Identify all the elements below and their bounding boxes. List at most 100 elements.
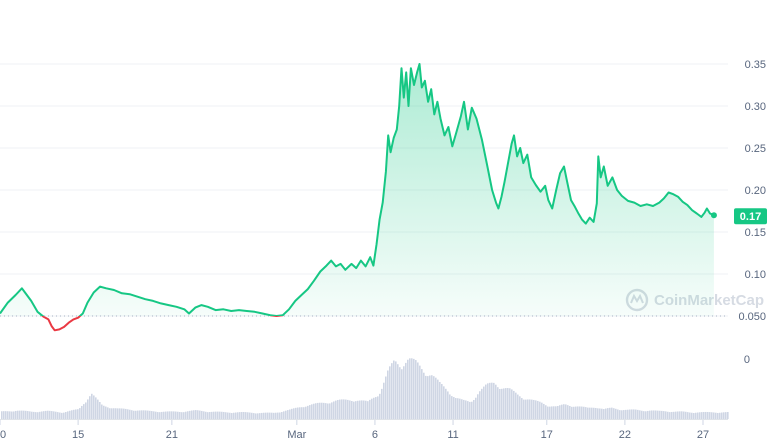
volume-bar [605, 408, 607, 419]
volume-bar [169, 411, 171, 419]
volume-bar [611, 407, 613, 419]
volume-bar [565, 404, 567, 419]
volume-bar [89, 396, 91, 419]
volume-bar [623, 410, 625, 419]
volume-bar [491, 382, 493, 419]
volume-bar [439, 381, 441, 419]
volume-bar [535, 400, 537, 419]
volume-bar [651, 410, 653, 419]
volume-bar [295, 407, 297, 419]
volume-bar [505, 388, 507, 419]
volume-bar [447, 391, 449, 419]
volume-bar [285, 410, 287, 419]
volume-bar [73, 409, 75, 419]
volume-bar [65, 411, 67, 419]
volume-bar [425, 375, 427, 419]
volume-bar [483, 386, 485, 419]
volume-bar [283, 411, 285, 419]
volume-bar [21, 410, 23, 419]
volume-bar [581, 406, 583, 419]
volume-bar [115, 408, 117, 419]
volume-bar [145, 410, 147, 419]
volume-bar [563, 404, 565, 419]
volume-bar [615, 408, 617, 419]
volume-bar [49, 410, 51, 419]
volume-bar [237, 412, 239, 419]
volume-bar [687, 412, 689, 419]
volume-bar [307, 405, 309, 419]
volume-bar [699, 412, 701, 419]
volume-bar [91, 393, 93, 419]
x-tick-label: 11 [447, 429, 458, 441]
volume-bar [85, 402, 87, 419]
volume-bar [619, 410, 621, 419]
volume-bar [635, 409, 637, 419]
volume-bar [571, 406, 573, 419]
volume-bar [381, 388, 383, 419]
volume-bar [339, 399, 341, 419]
volume-bar [69, 410, 71, 419]
volume-bar [131, 410, 133, 419]
volume-bar [559, 405, 561, 419]
volume-bar [701, 412, 703, 419]
volume-bar [471, 401, 473, 419]
volume-bar [291, 408, 293, 419]
volume-bar [445, 388, 447, 419]
volume-bar [223, 411, 225, 419]
volume-bar [345, 399, 347, 419]
volume-bar [161, 411, 163, 419]
volume-bar [103, 405, 105, 419]
volume-axis-label: 0 [744, 354, 750, 366]
volume-bar [341, 399, 343, 419]
volume-bar [595, 407, 597, 419]
x-tick-label: 10 [0, 429, 6, 441]
volume-bar [231, 413, 233, 419]
volume-bar [449, 394, 451, 419]
volume-bar [441, 384, 443, 419]
volume-bar [175, 411, 177, 419]
volume-bar [149, 410, 151, 419]
volume-bar [361, 400, 363, 419]
volume-bar [5, 411, 7, 419]
volume-bar [61, 412, 63, 419]
volume-bar [511, 389, 513, 419]
volume-bar [351, 401, 353, 419]
y-tick-label: 0.20 [745, 185, 766, 197]
volume-bar [405, 362, 407, 419]
volume-bar [37, 412, 39, 419]
volume-bar [323, 402, 325, 419]
volume-bar [95, 397, 97, 419]
volume-bar [111, 408, 113, 419]
volume-bar [387, 370, 389, 419]
volume-bar [725, 412, 727, 419]
volume-bar [649, 410, 651, 419]
volume-bar [289, 409, 291, 419]
volume-bar [577, 406, 579, 419]
volume-bar [129, 409, 131, 419]
x-tick-label: 21 [166, 429, 178, 441]
volume-bar [135, 410, 137, 419]
volume-bar [1, 411, 3, 419]
current-price-label: 0.17 [740, 211, 761, 223]
volume-bar [599, 408, 601, 419]
x-tick-label: 17 [541, 429, 553, 441]
volume-bar [275, 412, 277, 419]
volume-bar [395, 361, 397, 419]
volume-bar [393, 360, 395, 419]
volume-bar [137, 410, 139, 419]
volume-bar [509, 388, 511, 419]
last-price-dot [710, 212, 717, 219]
volume-bar [383, 382, 385, 419]
volume-bar [479, 391, 481, 419]
volume-bar [629, 409, 631, 419]
volume-bar [75, 409, 77, 419]
volume-bar [109, 408, 111, 419]
volume-bar [697, 412, 699, 419]
volume-bar [59, 412, 61, 419]
volume-bar [265, 412, 267, 419]
volume-bar [519, 396, 521, 419]
volume-bar [55, 411, 57, 419]
volume-bar [207, 412, 209, 419]
volume-bar [411, 358, 413, 419]
volume-bar [153, 411, 155, 419]
